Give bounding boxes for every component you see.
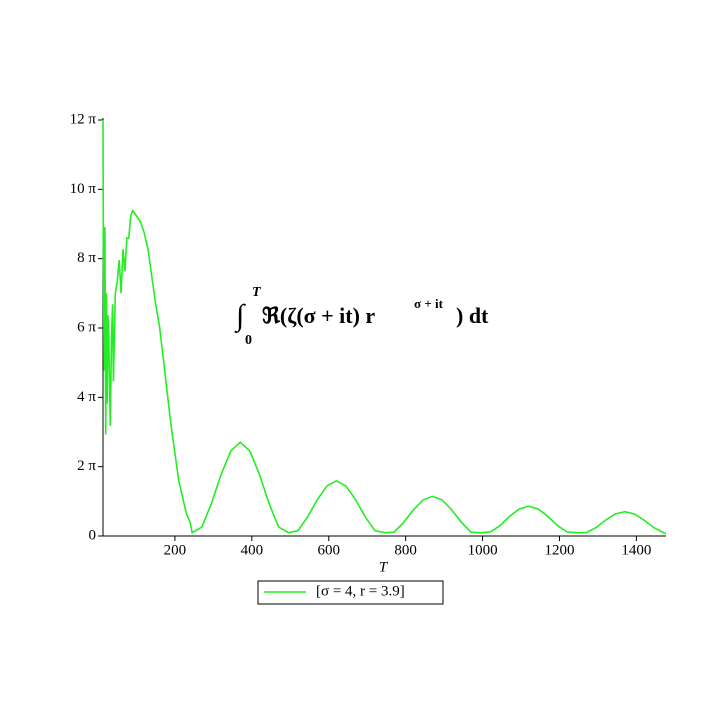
- x-tick-label: 1200: [544, 542, 574, 558]
- exponent: σ + it: [414, 296, 444, 311]
- x-tick-label: 800: [394, 542, 417, 558]
- lower-limit: 0: [245, 333, 252, 348]
- y-tick-label: 6 π: [77, 319, 96, 335]
- integrand: ℜ(ζ(σ + it) r: [262, 303, 375, 328]
- y-tick-label: 10 π: [70, 181, 97, 197]
- x-tick-label: 600: [317, 542, 340, 558]
- y-tick-label: 12 π: [70, 111, 97, 127]
- x-tick-label: 200: [164, 542, 187, 558]
- legend-box: [257, 580, 444, 605]
- integral-sign: ∫: [234, 299, 246, 334]
- legend-label: [σ = 4, r = 3.9]: [316, 583, 405, 599]
- x-axis-label: T: [379, 559, 389, 575]
- x-tick-label: 1400: [621, 542, 651, 558]
- y-tick-label: 8 π: [77, 250, 96, 266]
- differential: ) dt: [456, 303, 489, 328]
- annotation: ∫ T 0 ℜ(ζ(σ + it) r σ + it ) dt: [234, 285, 489, 348]
- y-tick-label: 4 π: [77, 389, 96, 405]
- line-series: [102, 119, 667, 535]
- y-tick-label: 0: [89, 527, 97, 543]
- x-tick-label: 400: [241, 542, 264, 558]
- y-tick-label: 2 π: [77, 458, 96, 474]
- upper-limit: T: [252, 285, 262, 300]
- x-tick-label: 1000: [468, 542, 498, 558]
